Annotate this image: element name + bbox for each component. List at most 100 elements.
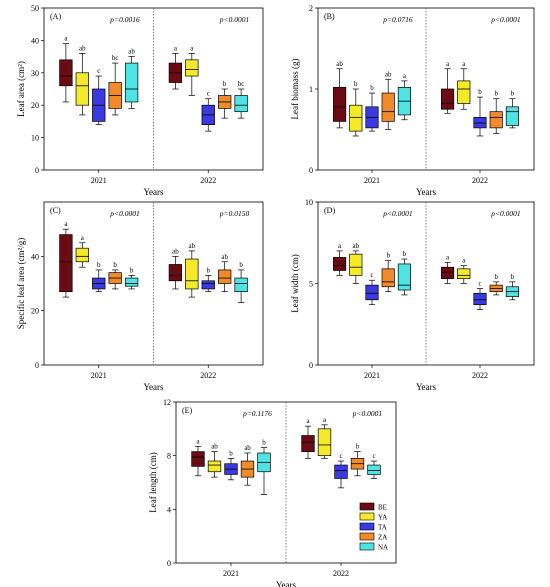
box-be [333,257,347,271]
significance-letter: c [339,452,342,460]
significance-letter: c [370,271,373,279]
legend-item-be: BE [359,502,387,512]
box-na [234,95,248,113]
significance-letter: a [306,417,310,425]
significance-letter: ab [211,443,218,451]
legend-label: NA [378,544,388,552]
significance-letter: bc [112,54,119,62]
box-be [59,59,73,87]
p-value-label: p<0.0001 [219,15,249,24]
p-value-label: p=0.1176 [242,409,272,418]
x-tick-label: 2022 [472,371,488,380]
p-value-label: p<0.0001 [352,409,382,418]
y-tick-label: 0 [309,166,313,175]
box-na [124,62,139,103]
box-na [367,464,381,475]
p-value-label: p<0.0001 [490,15,520,24]
y-tick-label: 30 [31,69,39,78]
box-za [218,269,232,284]
legend-label: ZA [378,534,387,542]
y-tick-label: 2 [309,4,313,13]
y-axis-label: Specific leaf area (cm²/g) [16,238,26,329]
legend-swatch [359,512,375,521]
significance-letter: a [190,44,194,52]
x-tick-label: 2022 [333,569,349,578]
significance-letter: a [64,35,68,43]
box-be [191,451,205,467]
y-tick-label: 12 [163,398,171,407]
significance-letter: a [174,44,178,52]
x-axis-label: Years [143,187,164,197]
box-ya [457,268,471,279]
significance-letter: b [239,261,243,269]
x-axis-label: Years [143,382,164,392]
box-ta [473,292,487,306]
panel-label: (A) [50,12,61,21]
significance-letter: b [386,252,390,260]
significance-letter: c [97,67,100,75]
legend: BE YA TA ZA NA [359,502,388,552]
y-tick-label: 5 [309,280,313,289]
box-ta [201,280,215,290]
significance-letter: a [196,437,200,445]
y-tick-label: 20 [31,101,39,110]
y-axis-label: Leaf length (cm) [148,452,158,512]
panel-leaf-area: 0 10 20 30 40 50 Leaf area (cm²) (A) 2021 p=0.001… [16,4,264,197]
significance-letter: ab [385,70,392,78]
significance-letter: b [370,84,374,92]
box-be [333,87,347,122]
box-be [441,266,455,279]
legend-item-ta: TA [359,522,387,532]
box-ya [349,253,363,276]
y-tick-label: 0 [35,166,39,175]
box-ya [185,59,199,77]
significance-letter: b [494,90,498,98]
box-ta [473,116,487,129]
box-ta [365,284,379,301]
box-za [381,268,395,288]
panel-label: (B) [324,12,335,21]
significance-letter: a [323,416,327,424]
y-tick-label: 1 [309,85,313,94]
x-tick-label: 2022 [200,176,216,185]
box-be [59,234,73,293]
legend-item-ya: YA [359,512,387,522]
y-axis-label: Leaf area (cm²) [16,61,26,117]
box-be [168,264,183,282]
x-axis-label: Years [416,187,437,197]
significance-letter: b [97,261,101,269]
significance-letter: a [338,242,342,250]
significance-letter: b [113,261,117,269]
significance-letter: b [229,449,233,457]
significance-letter: b [130,266,134,274]
significance-letter: b [494,273,498,281]
y-axis-label: Leaf width (cm) [290,254,300,312]
y-tick-label: 10 [31,134,39,143]
y-tick-label: 0 [309,361,313,370]
x-axis-label: Years [416,382,437,392]
panel-label: (E) [182,406,193,415]
y-tick-label: 4 [167,505,171,514]
significance-letter: b [354,80,358,88]
x-axis-label: Years [276,580,297,587]
significance-letter: a [446,253,450,261]
y-axis-label: Leaf biomass (g) [290,59,300,120]
box-ta [334,464,348,479]
box-za [381,92,395,122]
box-ya [349,104,363,132]
y-tick-label: 10 [305,198,313,207]
box-ya [185,258,199,290]
y-tick-label: 8 [167,452,171,461]
p-value-label: p=0.0716 [382,15,413,24]
box-ya [457,80,471,104]
x-tick-label: 2021 [223,569,239,578]
box-ya [317,428,332,457]
significance-letter: b [403,250,407,258]
significance-letter: ab [352,242,359,250]
significance-letter: bc [238,80,245,88]
significance-letter: ab [244,444,251,452]
